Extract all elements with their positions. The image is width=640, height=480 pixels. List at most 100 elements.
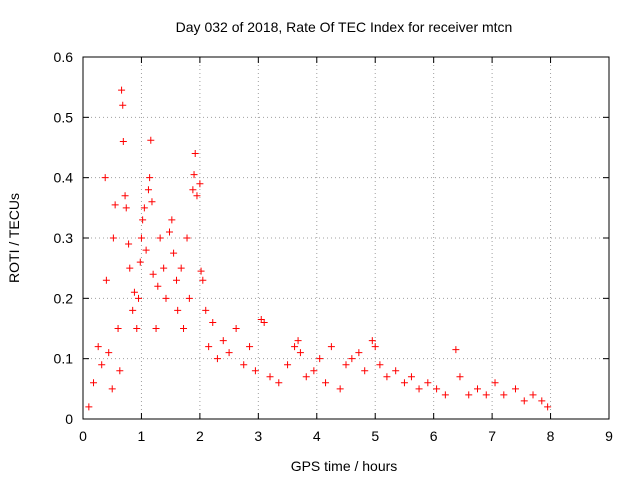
data-point xyxy=(342,361,350,369)
data-point xyxy=(355,349,363,357)
data-point xyxy=(291,343,299,351)
data-point xyxy=(294,337,302,345)
y-tick-label: 0.5 xyxy=(54,109,74,125)
data-point xyxy=(162,294,170,302)
data-point xyxy=(139,216,147,224)
data-point xyxy=(219,337,227,345)
data-point xyxy=(415,385,423,393)
data-point xyxy=(246,343,254,351)
data-point xyxy=(98,361,106,369)
data-point xyxy=(173,276,181,284)
data-point xyxy=(232,325,240,332)
data-point xyxy=(296,349,304,357)
data-point xyxy=(114,325,122,332)
data-point xyxy=(433,385,441,393)
data-point xyxy=(500,391,508,399)
data-point xyxy=(129,306,137,314)
y-tick-label: 0 xyxy=(65,411,73,427)
data-point xyxy=(260,318,268,326)
data-point xyxy=(327,343,335,351)
data-point xyxy=(90,379,98,387)
data-point xyxy=(109,234,117,242)
data-point xyxy=(368,337,376,345)
data-point xyxy=(465,391,473,399)
data-point xyxy=(165,228,173,236)
data-point xyxy=(144,186,152,194)
x-tick-label: 9 xyxy=(605,428,613,444)
grid-lines xyxy=(83,57,609,419)
data-point xyxy=(482,391,490,399)
data-point xyxy=(160,264,168,272)
data-point xyxy=(336,385,344,393)
data-point xyxy=(392,367,400,375)
data-point xyxy=(116,367,124,375)
data-point xyxy=(148,198,156,206)
data-point xyxy=(108,385,116,393)
data-point xyxy=(130,288,138,296)
data-point xyxy=(199,276,207,284)
data-point xyxy=(126,264,134,272)
data-point xyxy=(371,343,379,351)
data-point xyxy=(456,373,464,381)
data-point xyxy=(213,355,221,363)
data-point xyxy=(511,385,519,393)
data-point xyxy=(529,391,537,399)
data-point xyxy=(424,379,432,387)
data-point xyxy=(156,234,164,242)
data-point xyxy=(180,325,188,332)
y-tick-label: 0.4 xyxy=(54,170,74,186)
data-point xyxy=(191,150,199,158)
x-tick-label: 4 xyxy=(313,428,321,444)
y-axis-label: ROTI / TECUs xyxy=(6,193,22,283)
data-point xyxy=(284,361,292,369)
data-point xyxy=(316,355,324,363)
y-tick-label: 0.3 xyxy=(54,230,74,246)
data-point xyxy=(538,397,546,405)
data-point xyxy=(202,306,210,314)
data-point xyxy=(225,349,233,357)
data-point xyxy=(149,270,157,278)
y-tick-label: 0.1 xyxy=(54,351,74,367)
data-point xyxy=(544,403,552,411)
data-point xyxy=(146,174,154,182)
data-point xyxy=(190,171,198,179)
data-point xyxy=(348,355,356,363)
data-point xyxy=(302,373,310,381)
data-point xyxy=(189,186,197,194)
data-point xyxy=(119,101,127,109)
data-point xyxy=(400,379,408,387)
data-point xyxy=(474,385,481,393)
data-point xyxy=(196,180,204,188)
data-point xyxy=(183,234,191,242)
data-point xyxy=(154,282,162,290)
data-point xyxy=(310,367,318,375)
data-point xyxy=(407,373,415,381)
scatter-points xyxy=(85,86,552,411)
data-point xyxy=(133,325,141,332)
data-point xyxy=(266,373,274,381)
data-point xyxy=(137,234,145,242)
data-point xyxy=(520,397,528,405)
x-tick-label: 8 xyxy=(547,428,555,444)
data-point xyxy=(85,403,93,411)
data-point xyxy=(177,264,185,272)
chart-title: Day 032 of 2018, Rate Of TEC Index for r… xyxy=(176,19,513,35)
data-point xyxy=(170,249,178,257)
data-point xyxy=(119,137,127,145)
data-point xyxy=(185,294,193,302)
data-point xyxy=(101,174,109,182)
data-point xyxy=(152,325,160,332)
data-point xyxy=(383,373,391,381)
data-point xyxy=(136,258,144,266)
data-point xyxy=(174,306,182,314)
data-point xyxy=(452,346,460,354)
x-tick-label: 0 xyxy=(79,428,87,444)
axis-ticks: 0 1 2 3 4 5 6 7 8 9 0 0.1 0.2 0.3 0.4 0.5 0.6 xyxy=(54,49,614,444)
x-tick-label: 5 xyxy=(371,428,379,444)
x-tick-label: 6 xyxy=(430,428,438,444)
data-point xyxy=(376,361,384,369)
data-point xyxy=(142,246,150,254)
y-tick-label: 0.2 xyxy=(54,290,74,306)
